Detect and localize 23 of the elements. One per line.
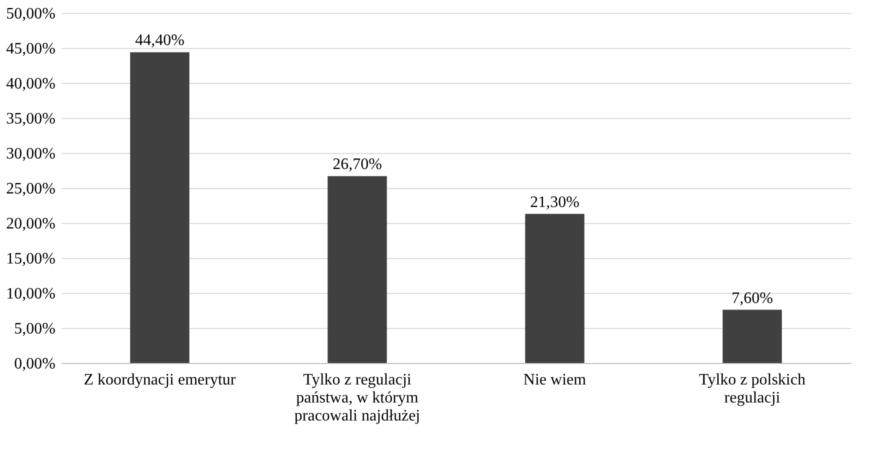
y-tick-label: 40,00%	[6, 76, 56, 92]
y-tick-label: 0,00%	[14, 356, 56, 372]
data-label: 44,40%	[135, 32, 184, 50]
y-tick-label: 50,00%	[6, 6, 56, 22]
x-tick-label: Tylko z polskich regulacji	[699, 372, 806, 406]
data-label: 7,60%	[732, 290, 773, 307]
data-label: 21,30%	[530, 194, 580, 211]
y-tick-label: 35,00%	[6, 110, 56, 128]
y-tick-label: 45,00%	[6, 40, 56, 58]
bar	[722, 310, 782, 363]
y-tick-label: 5,00%	[14, 320, 56, 338]
bar	[328, 176, 387, 363]
y-tick-label: 20,00%	[6, 216, 56, 232]
y-tick-label: 25,00%	[6, 180, 56, 198]
x-tick-label: Nie wiem	[523, 372, 587, 388]
x-tick-label: Tylko z regulacji państwa, w którym pracowali najdłużej	[294, 372, 420, 424]
data-label: 26,70%	[332, 156, 382, 174]
x-tick-label: Z koordynacji emerytur	[84, 372, 236, 388]
y-tick-label: 15,00%	[6, 250, 56, 268]
bar	[525, 214, 584, 363]
y-tick-label: 10,00%	[6, 286, 56, 302]
bar	[130, 52, 190, 363]
y-tick-label: 30,00%	[6, 146, 56, 162]
